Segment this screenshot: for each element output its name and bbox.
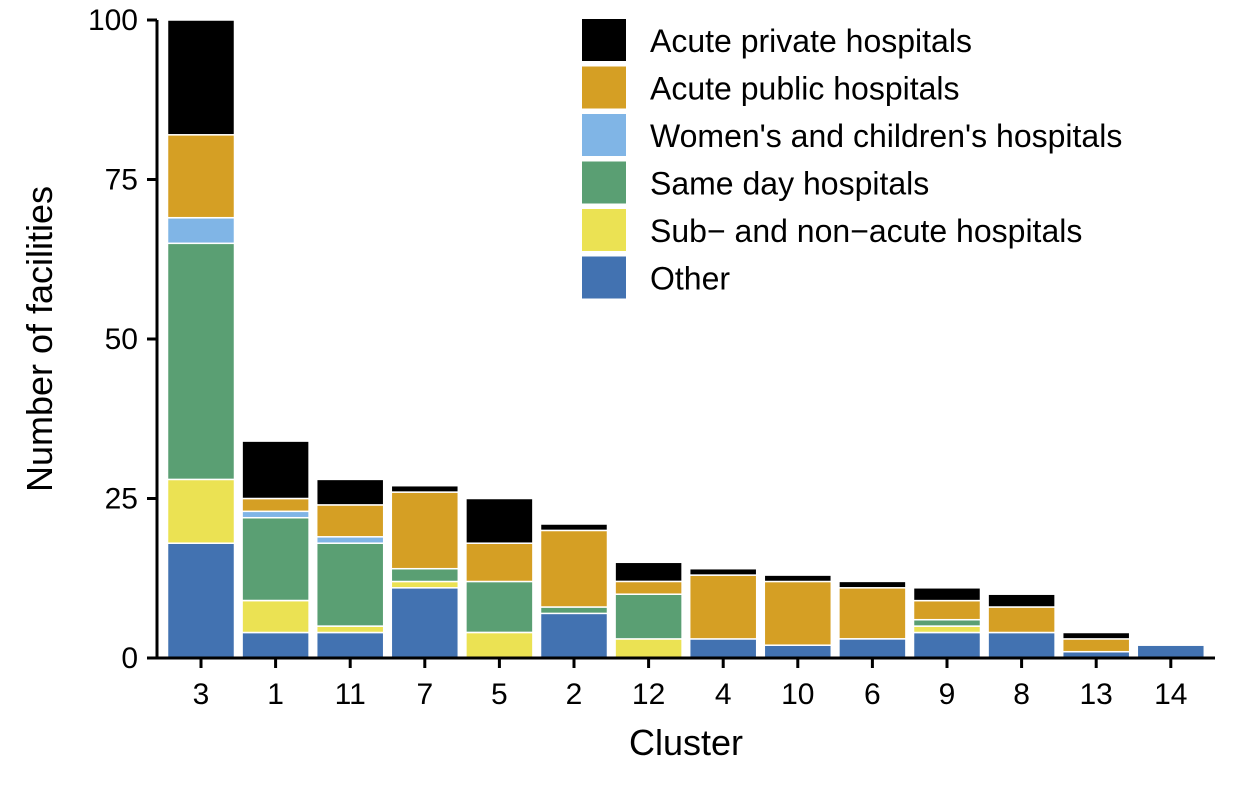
bar-segment-cluster-2-series-5 (539, 523, 609, 532)
bar-segment-cluster-5-series-1 (465, 631, 534, 659)
x-tick-label: 9 (939, 678, 956, 711)
y-tick-label: 0 (121, 642, 138, 675)
bar-segment-cluster-1-series-1 (241, 599, 310, 634)
bar-segment-cluster-1-series-4 (241, 497, 310, 513)
y-tick-label: 100 (88, 4, 138, 37)
bar-segment-cluster-4-series-5 (688, 567, 758, 576)
bar-segment-cluster-2-series-0 (539, 612, 609, 659)
bar-segment-cluster-10-series-0 (763, 644, 833, 659)
axes-layer (155, 20, 1215, 660)
bar-segment-cluster-7-series-1 (390, 580, 460, 589)
bar-segment-cluster-6-series-5 (838, 580, 907, 589)
bar-segment-cluster-6-series-0 (838, 638, 907, 659)
bar-segment-cluster-7-series-2 (390, 567, 460, 583)
bar-segment-cluster-8-series-4 (987, 606, 1056, 634)
bar-segment-cluster-9-series-5 (912, 587, 982, 602)
legend-label: Acute private hospitals (650, 23, 972, 59)
x-tick-label: 13 (1080, 678, 1113, 711)
bar-segment-cluster-11-series-4 (315, 504, 385, 538)
x-tick-label: 2 (566, 678, 583, 711)
legend-swatch (582, 19, 626, 61)
bar-segment-cluster-5-series-2 (465, 580, 534, 634)
x-tick-label: 7 (416, 678, 433, 711)
legend-label: Sub− and non−acute hospitals (650, 213, 1082, 249)
x-tick-label: 10 (781, 678, 814, 711)
y-tick-label: 25 (105, 483, 138, 516)
x-tick-label: 11 (335, 678, 366, 711)
y-ticks: 0 25 50 75 100 (88, 4, 157, 675)
legend-label: Same day hospitals (650, 166, 929, 202)
x-tick-label: 14 (1154, 678, 1187, 711)
bar-segment-cluster-9-series-2 (912, 618, 982, 627)
legend-swatch (582, 161, 626, 204)
bar-segment-cluster-11-series-0 (315, 631, 385, 659)
legend-swatch (582, 114, 626, 156)
bar-segment-cluster-3-series-0 (166, 542, 236, 659)
bar-segment-cluster-13-series-5 (1061, 631, 1131, 640)
bar-segment-cluster-1-series-2 (241, 516, 310, 602)
bar-segment-cluster-11-series-3 (315, 536, 385, 544)
bars-layer (166, 19, 1206, 659)
bar-segment-cluster-11-series-5 (315, 478, 385, 506)
bar-segment-cluster-8-series-5 (987, 593, 1056, 608)
bar-segment-cluster-11-series-2 (315, 542, 385, 627)
x-tick-label: 6 (864, 678, 881, 711)
bar-segment-cluster-4-series-4 (688, 574, 758, 640)
legend-label: Acute public hospitals (650, 71, 960, 107)
x-tick-label: 12 (632, 678, 665, 711)
x-tick-label: 8 (1013, 678, 1030, 711)
legend-swatch (582, 256, 626, 299)
bar-segment-cluster-13-series-4 (1061, 638, 1131, 653)
bar-segment-cluster-3-series-4 (166, 134, 236, 219)
x-tick-label: 4 (715, 678, 732, 711)
bar-segment-cluster-10-series-5 (763, 574, 833, 583)
bar-segment-cluster-3-series-5 (166, 19, 236, 136)
legend-swatch (582, 66, 626, 109)
y-tick-label: 50 (105, 323, 138, 356)
y-axis-title: Number of facilities (19, 186, 60, 492)
bar-segment-cluster-9-series-0 (912, 631, 982, 659)
bar-segment-cluster-8-series-0 (987, 631, 1056, 659)
bar-segment-cluster-12-series-2 (614, 593, 683, 640)
bar-segment-cluster-3-series-2 (166, 242, 236, 481)
bar-segment-cluster-10-series-4 (763, 580, 833, 646)
bar-segment-cluster-14-series-0 (1136, 644, 1206, 659)
bar-segment-cluster-3-series-1 (166, 478, 236, 544)
y-tick-label: 75 (105, 164, 138, 197)
bar-segment-cluster-12-series-5 (614, 561, 683, 583)
bar-segment-cluster-12-series-1 (614, 638, 683, 659)
bar-segment-cluster-7-series-5 (390, 484, 460, 493)
bar-segment-cluster-12-series-4 (614, 580, 683, 595)
bar-segment-cluster-1-series-3 (241, 510, 310, 519)
bar-segment-cluster-1-series-5 (241, 440, 310, 500)
bar-segment-cluster-7-series-0 (390, 587, 460, 659)
bar-segment-cluster-2-series-2 (539, 606, 609, 615)
legend-label: Women's and children's hospitals (650, 118, 1122, 154)
x-axis-title: Cluster (629, 722, 743, 763)
bar-segment-cluster-11-series-1 (315, 625, 385, 634)
legend-label: Other (650, 261, 730, 297)
bar-segment-cluster-5-series-4 (465, 542, 534, 583)
bar-segment-cluster-1-series-0 (241, 631, 310, 659)
bar-segment-cluster-2-series-4 (539, 529, 609, 608)
bar-segment-cluster-9-series-4 (912, 599, 982, 621)
x-tick-label: 1 (267, 678, 284, 711)
legend: Acute private hospitals Acute public hosp… (582, 19, 1122, 299)
bar-segment-cluster-6-series-4 (838, 587, 907, 640)
x-ticks: 3 1 11 7 5 2 12 4 10 6 9 8 13 14 (193, 658, 1187, 711)
bar-segment-cluster-4-series-0 (688, 638, 758, 659)
x-tick-label: 5 (491, 678, 508, 711)
bar-segment-cluster-7-series-4 (390, 491, 460, 570)
x-tick-label: 3 (193, 678, 210, 711)
bar-segment-cluster-3-series-3 (166, 217, 236, 245)
bar-segment-cluster-5-series-5 (465, 497, 534, 544)
bar-segment-cluster-9-series-1 (912, 625, 982, 634)
legend-swatch (582, 209, 626, 251)
